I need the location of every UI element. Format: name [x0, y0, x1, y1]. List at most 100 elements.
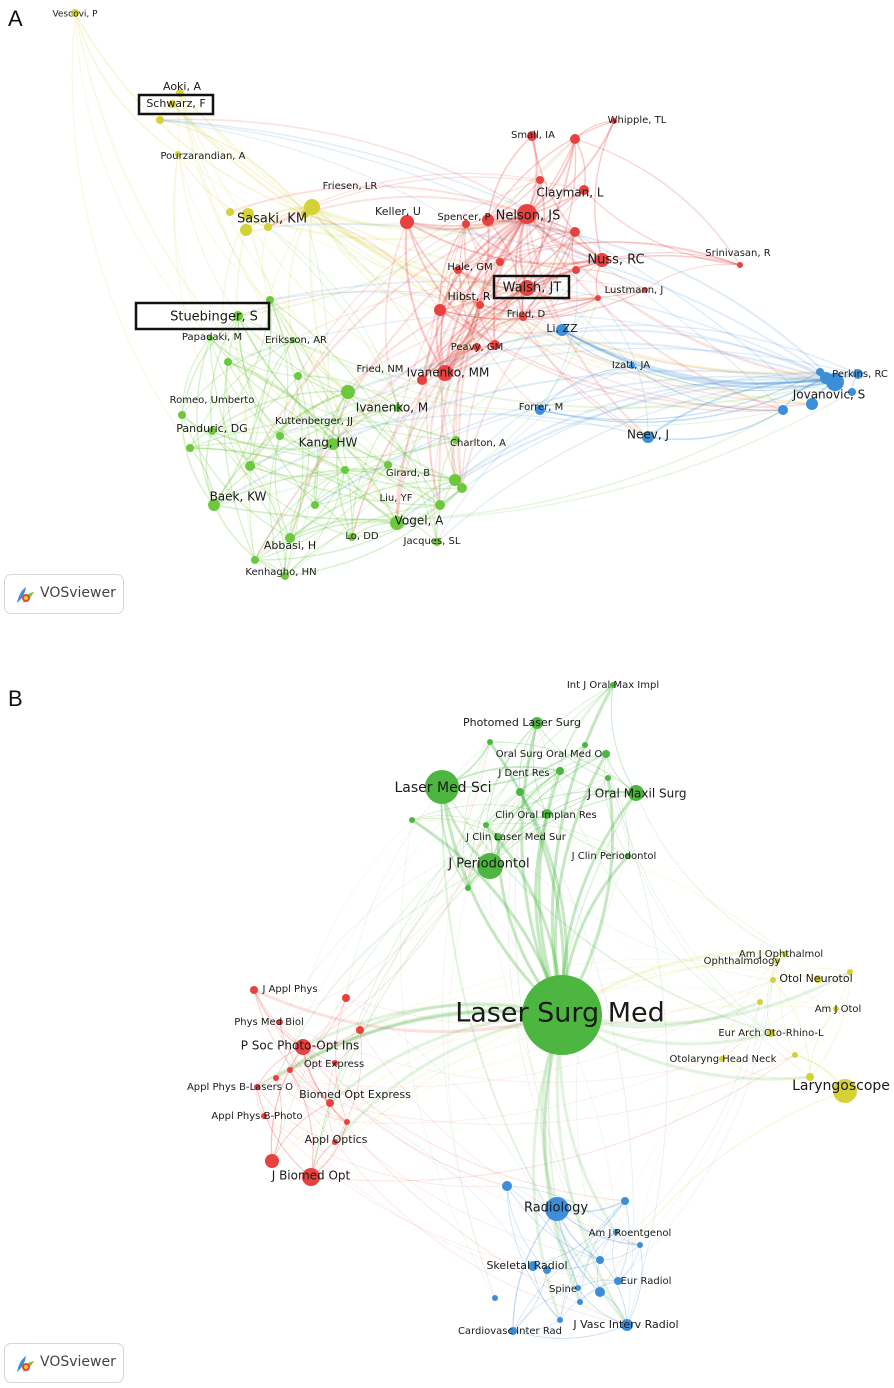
network-node[interactable] — [226, 208, 234, 216]
network-node[interactable] — [482, 214, 494, 226]
node-label[interactable]: Phys Med Biol — [234, 1017, 304, 1028]
node-label[interactable]: Nuss, RC — [587, 253, 644, 268]
node-label[interactable]: Oral Surg Oral Med O — [496, 749, 603, 760]
node-label[interactable]: Am J Roentgenol — [589, 1228, 672, 1239]
network-node[interactable] — [452, 436, 460, 444]
network-node[interactable] — [71, 9, 79, 17]
network-node[interactable] — [304, 199, 320, 215]
node-label[interactable]: Kuttenberger, JJ — [275, 416, 353, 427]
network-node[interactable] — [490, 340, 500, 350]
node-label[interactable]: Izatt, JA — [612, 360, 650, 371]
node-label[interactable]: Kenhagho, HN — [245, 567, 316, 578]
node-label[interactable]: Hibst, R — [448, 290, 491, 303]
network-node[interactable] — [596, 1256, 604, 1264]
node-label[interactable]: Girard, B — [386, 468, 430, 479]
network-node[interactable] — [610, 682, 616, 688]
node-label[interactable]: Jacques, SL — [403, 536, 461, 547]
node-label[interactable]: Lustmann, J — [605, 285, 664, 296]
network-node[interactable] — [605, 775, 611, 781]
node-label[interactable]: Skeletal Radiol — [486, 1259, 567, 1272]
network-node[interactable] — [642, 287, 648, 293]
network-node[interactable] — [156, 116, 164, 124]
network-node[interactable] — [737, 262, 743, 268]
network-graph-b[interactable]: Int J Oral Max Impl Photomed Laser Surg Or… — [0, 680, 894, 1388]
network-node[interactable] — [208, 427, 216, 435]
network-node[interactable] — [770, 977, 776, 983]
network-node[interactable] — [449, 474, 461, 486]
node-label[interactable]: Kang, HW — [299, 436, 358, 450]
network-node[interactable] — [833, 1079, 857, 1103]
node-label[interactable]: J Biomed Opt — [271, 1169, 351, 1183]
node-label[interactable]: Laryngoscope — [792, 1078, 890, 1094]
network-node[interactable] — [425, 770, 459, 804]
node-label[interactable]: Friesen, LR — [323, 181, 378, 192]
network-node[interactable] — [281, 572, 289, 580]
network-node[interactable] — [774, 958, 780, 964]
node-label[interactable]: P Soc Photo-Opt Ins — [241, 1039, 360, 1053]
network-node[interactable] — [326, 1099, 334, 1107]
network-node[interactable] — [572, 266, 580, 274]
node-label[interactable]: J Clin Laser Med Sur — [465, 832, 567, 843]
node-label[interactable]: Photomed Laser Surg — [463, 716, 581, 729]
network-node[interactable] — [814, 975, 822, 983]
node-label[interactable]: Int J Oral Max Impl — [567, 680, 659, 691]
network-node[interactable] — [394, 404, 402, 412]
network-node[interactable] — [400, 215, 414, 229]
network-node[interactable] — [543, 1266, 551, 1274]
network-node[interactable] — [527, 131, 537, 141]
node-label[interactable]: Appl Phys B-Photo — [211, 1111, 302, 1122]
network-node[interactable] — [595, 295, 601, 301]
network-node[interactable] — [454, 266, 462, 274]
network-node[interactable] — [207, 335, 213, 341]
network-node[interactable] — [826, 373, 844, 391]
network-node[interactable] — [341, 385, 355, 399]
network-node[interactable] — [582, 742, 588, 748]
network-node[interactable] — [519, 280, 535, 296]
network-node[interactable] — [295, 1039, 311, 1055]
node-label[interactable]: Whipple, TL — [608, 115, 667, 126]
node-label[interactable]: Laser Med Sci — [395, 780, 492, 796]
network-node[interactable] — [384, 461, 392, 469]
network-node[interactable] — [528, 1261, 538, 1271]
network-node[interactable] — [251, 556, 259, 564]
network-node[interactable] — [557, 1317, 563, 1323]
network-node[interactable] — [409, 817, 415, 823]
network-node[interactable] — [519, 313, 527, 321]
node-label[interactable]: Forrer, M — [519, 402, 564, 413]
network-node[interactable] — [487, 739, 493, 745]
node-label[interactable]: J Periodontol — [447, 857, 529, 872]
network-node[interactable] — [242, 208, 254, 220]
node-label[interactable]: J Oral Maxil Surg — [586, 787, 686, 801]
node-label[interactable]: Panduric, DG — [176, 422, 247, 435]
node-label[interactable]: Perkins, RC — [832, 369, 888, 380]
node-label[interactable]: J Appl Phys — [261, 984, 317, 995]
node-label[interactable]: Fried, D — [507, 309, 546, 320]
network-node[interactable] — [344, 1119, 350, 1125]
network-node[interactable] — [614, 1277, 622, 1285]
network-node[interactable] — [327, 438, 339, 450]
vosviewer-badge[interactable]: VOSviewer — [4, 1343, 124, 1383]
network-node[interactable] — [536, 176, 544, 184]
node-label[interactable]: Sasaki, KM — [237, 212, 307, 227]
node-label[interactable]: Otol Neurotol — [779, 972, 852, 985]
node-label[interactable]: Eriksson, AR — [265, 335, 327, 346]
node-label[interactable]: Stuebinger, S — [170, 310, 258, 325]
network-node[interactable] — [302, 1168, 320, 1186]
network-node[interactable] — [542, 809, 552, 819]
node-label[interactable]: Spencer, P — [437, 212, 490, 223]
network-node[interactable] — [625, 853, 631, 859]
node-label[interactable]: Baek, KW — [210, 490, 267, 504]
node-label[interactable]: Am J Ophthalmol — [739, 949, 823, 960]
node-label[interactable]: Vogel, A — [395, 514, 445, 528]
network-node[interactable] — [276, 432, 284, 440]
network-node[interactable] — [264, 223, 272, 231]
network-node[interactable] — [250, 986, 258, 994]
node-label[interactable]: Abbasi, H — [264, 539, 316, 552]
network-node[interactable] — [294, 372, 302, 380]
network-node[interactable] — [433, 538, 441, 546]
network-node[interactable] — [342, 994, 350, 1002]
node-label[interactable]: Aoki, A — [163, 80, 201, 93]
network-node[interactable] — [311, 501, 319, 509]
network-node[interactable] — [509, 1327, 517, 1335]
network-node[interactable] — [277, 1019, 283, 1025]
